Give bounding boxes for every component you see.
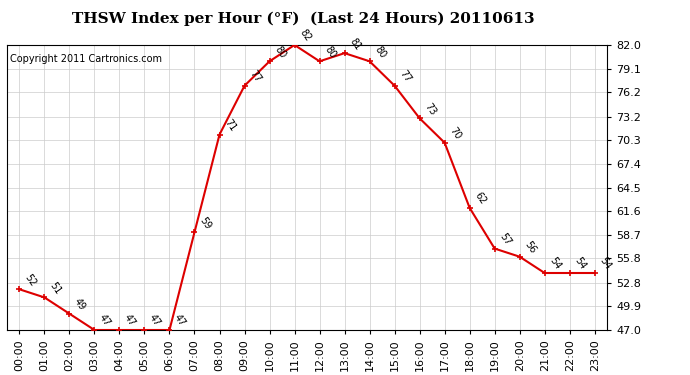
Text: 56: 56 <box>522 240 538 255</box>
Text: 62: 62 <box>473 190 488 207</box>
Text: 52: 52 <box>22 272 37 288</box>
Text: 71: 71 <box>222 117 237 133</box>
Text: 51: 51 <box>47 280 63 296</box>
Text: 54: 54 <box>598 256 613 272</box>
Text: 57: 57 <box>497 231 513 247</box>
Text: 47: 47 <box>172 313 188 328</box>
Text: 49: 49 <box>72 297 88 312</box>
Text: 54: 54 <box>547 256 563 272</box>
Text: 47: 47 <box>97 313 112 328</box>
Text: 73: 73 <box>422 101 437 117</box>
Text: 54: 54 <box>573 256 588 272</box>
Text: Copyright 2011 Cartronics.com: Copyright 2011 Cartronics.com <box>10 54 162 63</box>
Text: 81: 81 <box>347 36 362 52</box>
Text: 82: 82 <box>297 28 313 44</box>
Text: 80: 80 <box>373 44 388 60</box>
Text: 70: 70 <box>447 126 463 141</box>
Text: 77: 77 <box>397 68 413 84</box>
Text: 80: 80 <box>273 44 288 60</box>
Text: 47: 47 <box>122 313 137 328</box>
Text: THSW Index per Hour (°F)  (Last 24 Hours) 20110613: THSW Index per Hour (°F) (Last 24 Hours)… <box>72 11 535 26</box>
Text: 77: 77 <box>247 68 263 84</box>
Text: 59: 59 <box>197 215 213 231</box>
Text: 80: 80 <box>322 44 337 60</box>
Text: 47: 47 <box>147 313 163 328</box>
